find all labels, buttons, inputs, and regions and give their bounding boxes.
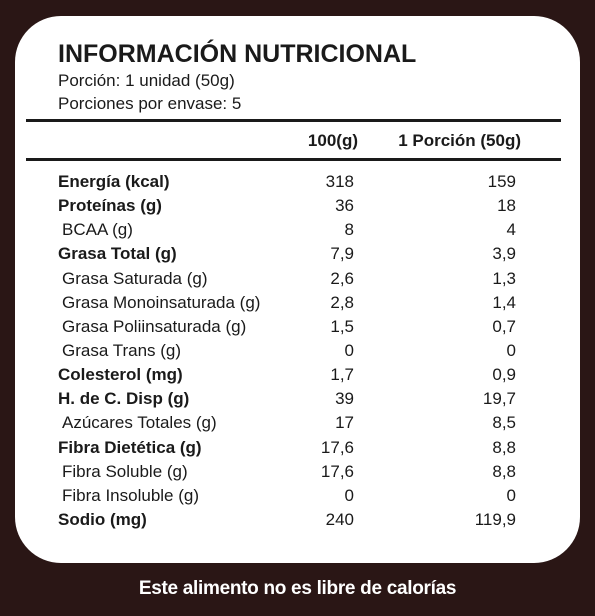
servings-per-package: Porciones por envase: 5 xyxy=(58,94,242,113)
nutrient-name: Colesterol (mg) xyxy=(58,365,183,385)
value-per-100g: 1,7 xyxy=(330,365,354,385)
table-top-rule xyxy=(26,119,561,122)
value-per-100g: 318 xyxy=(325,172,354,191)
value-per-100g: 1,5 xyxy=(330,316,354,336)
nutrient-name: Energía (kcal) xyxy=(58,172,170,191)
nutrient-name: Fibra Dietética (g) xyxy=(58,437,202,457)
value-per-portion: 119,9 xyxy=(474,509,516,529)
value-per-portion: 8,8 xyxy=(492,437,516,457)
nutrient-row: Colesterol (mg) 1,7 0,9 xyxy=(15,363,580,387)
nutrient-name: Grasa Total (g) xyxy=(58,244,177,264)
column-header-per-portion: 1 Porción (50g) xyxy=(398,131,521,150)
nutrient-row: Energía (kcal) 318 159 xyxy=(15,170,580,194)
value-per-100g: 17 xyxy=(335,413,354,433)
table-header-rule xyxy=(26,158,561,161)
value-per-100g: 7,9 xyxy=(330,244,354,264)
nutrient-name: Grasa Trans (g) xyxy=(62,340,182,360)
nutrient-name: Grasa Poliinsaturada (g) xyxy=(62,316,247,336)
value-per-100g: 2,8 xyxy=(330,292,354,312)
value-per-portion: 1,4 xyxy=(492,292,516,312)
value-per-portion: 0,7 xyxy=(492,316,516,336)
value-per-100g: 36 xyxy=(335,196,354,216)
value-per-portion: 1,3 xyxy=(492,268,516,288)
value-per-portion: 0 xyxy=(506,340,516,360)
nutrient-row: Fibra Insoluble (g) 0 0 xyxy=(15,484,580,508)
value-per-100g: 39 xyxy=(335,389,354,409)
nutrient-name: H. de C. Disp (g) xyxy=(58,389,190,409)
value-per-portion: 19,7 xyxy=(482,389,516,409)
nutrient-name: Grasa Saturada (g) xyxy=(62,268,208,288)
value-per-portion: 0 xyxy=(506,485,516,505)
calorie-disclaimer: Este alimento no es libre de calorías xyxy=(138,578,457,599)
serving-info: Porción: 1 unidad (50g) Porciones por en… xyxy=(58,69,241,115)
nutrient-name: Grasa Monoinsaturada (g) xyxy=(62,292,261,312)
value-per-100g: 0 xyxy=(344,485,354,505)
value-per-100g: 17,6 xyxy=(320,437,354,457)
nutrient-row: Grasa Monoinsaturada (g) 2,8 1,4 xyxy=(15,291,580,315)
value-per-portion: 159 xyxy=(487,172,516,191)
value-per-portion: 3,9 xyxy=(492,244,516,264)
nutrient-name: BCAA (g) xyxy=(62,220,133,240)
nutrient-row: Grasa Trans (g) 0 0 xyxy=(15,339,580,363)
nutrient-row: Azúcares Totales (g) 17 8,5 xyxy=(15,411,580,435)
serving-size: Porción: 1 unidad (50g) xyxy=(58,71,235,90)
value-per-portion: 8,8 xyxy=(492,461,516,481)
nutrient-name: Fibra Soluble (g) xyxy=(62,461,188,481)
nutrient-row: Grasa Saturada (g) 2,6 1,3 xyxy=(15,267,580,291)
value-per-portion: 8,5 xyxy=(492,413,516,433)
column-header-per-100g: 100(g) xyxy=(307,131,358,150)
value-per-100g: 240 xyxy=(325,509,354,529)
nutrient-row: H. de C. Disp (g) 39 19,7 xyxy=(15,387,580,411)
nutrient-name: Proteínas (g) xyxy=(58,196,162,216)
nutrient-name: Fibra Insoluble (g) xyxy=(62,485,200,505)
nutrient-name: Sodio (mg) xyxy=(58,509,147,529)
nutrient-row: Fibra Soluble (g) 17,6 8,8 xyxy=(15,460,580,484)
nutrient-row: Proteínas (g) 36 18 xyxy=(15,194,580,218)
nutrient-row: BCAA (g) 8 4 xyxy=(15,218,580,242)
nutrient-row: Grasa Poliinsaturada (g) 1,5 0,7 xyxy=(15,315,580,339)
nutrient-row: Sodio (mg) 240 119,9 xyxy=(15,508,580,532)
nutrient-rows: Energía (kcal) 318 159 Proteínas (g) 36 18 BCA… xyxy=(15,170,580,532)
value-per-portion: 18 xyxy=(497,196,516,216)
value-per-100g: 0 xyxy=(344,340,354,360)
label-title: INFORMACIÓN NUTRICIONAL xyxy=(58,40,417,68)
value-per-portion: 0,9 xyxy=(492,365,516,385)
value-per-100g: 8 xyxy=(344,220,354,240)
nutrient-row: Grasa Total (g) 7,9 3,9 xyxy=(15,242,580,266)
value-per-100g: 17,6 xyxy=(320,461,354,481)
nutrition-facts-panel: INFORMACIÓN NUTRICIONAL Porción: 1 unida… xyxy=(15,16,580,563)
nutrient-name: Azúcares Totales (g) xyxy=(62,413,217,433)
nutrient-row: Fibra Dietética (g) 17,6 8,8 xyxy=(15,436,580,460)
value-per-portion: 4 xyxy=(506,220,516,240)
value-per-100g: 2,6 xyxy=(330,268,354,288)
